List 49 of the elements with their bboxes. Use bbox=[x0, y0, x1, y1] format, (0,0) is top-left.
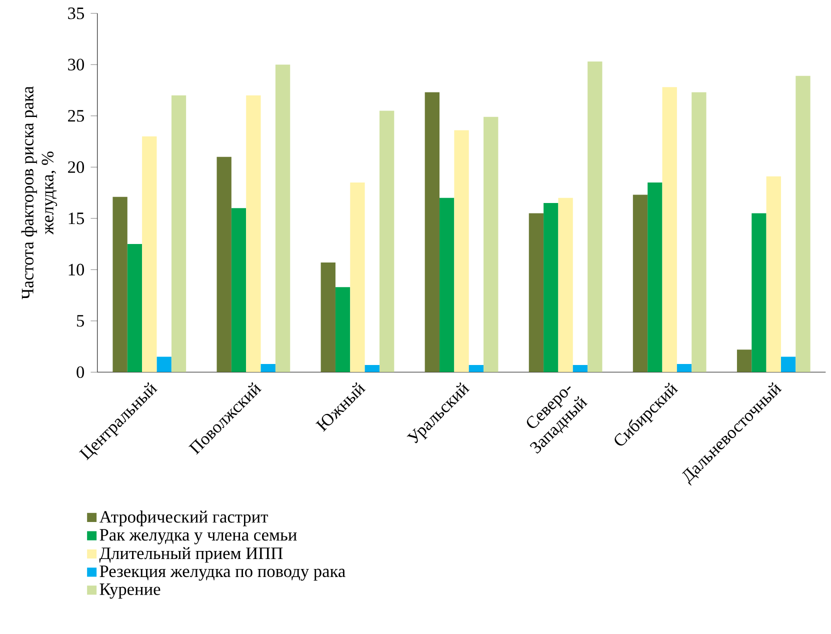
y-tick-label: 15 bbox=[68, 212, 84, 224]
bar bbox=[572, 365, 588, 372]
y-tick-label: 35 bbox=[68, 8, 84, 20]
bar bbox=[216, 157, 232, 372]
y-tick-label: 20 bbox=[68, 161, 84, 174]
y-tick-label: 5 bbox=[76, 315, 84, 327]
bar bbox=[275, 64, 290, 372]
legend-label: Курение bbox=[100, 584, 160, 599]
bar bbox=[736, 350, 752, 372]
y-tick-label: 0 bbox=[76, 366, 84, 378]
y-tick-label: 25 bbox=[68, 110, 84, 122]
bar bbox=[112, 197, 128, 372]
bar bbox=[588, 62, 602, 372]
bar bbox=[692, 92, 706, 372]
legend-label: Атрофический гастрит bbox=[99, 510, 268, 526]
legend-label: Длительный прием ИПП bbox=[99, 547, 283, 563]
bar bbox=[350, 182, 365, 372]
legend-label: Рак желудка у члена семьи bbox=[100, 529, 297, 544]
bar bbox=[156, 356, 172, 372]
bar bbox=[127, 244, 142, 372]
bar bbox=[231, 208, 246, 372]
bar bbox=[364, 365, 380, 372]
bar bbox=[424, 92, 440, 372]
bar bbox=[558, 198, 573, 372]
legend-label: Резекция желудка по поводу рака bbox=[100, 566, 346, 581]
bar bbox=[454, 130, 469, 372]
bar bbox=[662, 87, 677, 372]
bar bbox=[246, 96, 261, 372]
y-tick-label: 10 bbox=[68, 264, 84, 276]
bar bbox=[796, 76, 810, 372]
bar bbox=[440, 198, 454, 372]
bar bbox=[780, 356, 796, 372]
y-tick-label: 30 bbox=[68, 58, 84, 71]
bar bbox=[544, 203, 558, 372]
bar bbox=[335, 287, 350, 372]
bar bbox=[260, 364, 276, 372]
y-axis-title: Частота факторов риска рака желудка, % bbox=[21, 86, 58, 300]
bar bbox=[648, 182, 662, 372]
bar bbox=[676, 364, 692, 372]
bar bbox=[171, 96, 186, 372]
bar bbox=[528, 213, 544, 372]
bar bbox=[142, 136, 157, 372]
bar bbox=[379, 110, 394, 372]
bar bbox=[766, 176, 781, 372]
bar bbox=[752, 213, 766, 372]
bar bbox=[468, 365, 484, 372]
bar bbox=[320, 262, 336, 372]
bar bbox=[484, 117, 498, 372]
bar bbox=[632, 195, 648, 372]
